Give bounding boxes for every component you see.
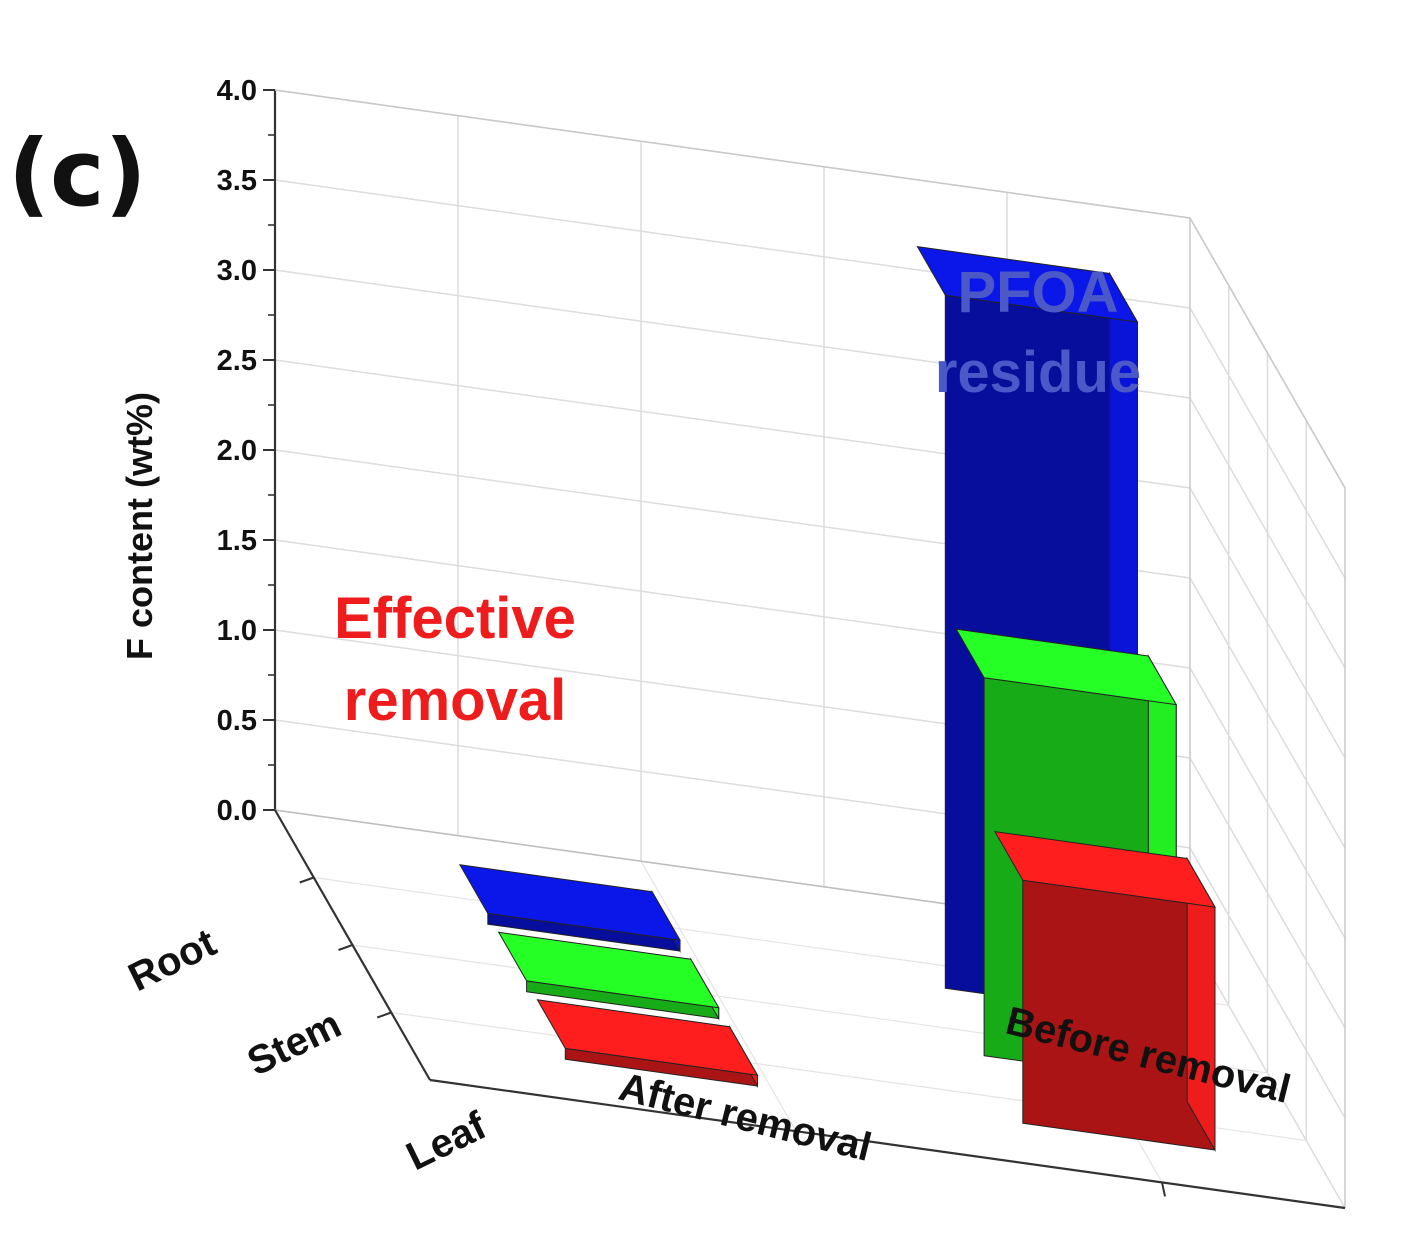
bar-top-face xyxy=(916,245,1139,323)
depth-label-leaf: Leaf xyxy=(400,1103,494,1179)
axes-layer xyxy=(263,89,1346,1210)
floor-gridline xyxy=(640,860,797,1132)
bar-leaf-after-removal xyxy=(536,999,759,1088)
x-tick-mark xyxy=(1161,1182,1166,1197)
bar-leaf-before-removal xyxy=(993,830,1216,1152)
y-tick-label: 4.0 xyxy=(217,75,257,107)
depth-tick-mark xyxy=(299,876,315,884)
x-tick-mark xyxy=(795,1130,800,1146)
bar-top-face xyxy=(458,864,681,941)
bar-top-face xyxy=(955,628,1178,706)
panel-label: (c) xyxy=(8,120,147,227)
depth-tick-mark xyxy=(338,944,353,951)
labels-layer: 0.0 0.5 1.0 1.5 2.0 2.5 3.0 3.5 4.0 xyxy=(217,75,257,827)
y-tick-label: 0.5 xyxy=(217,705,257,737)
annotation-residue-line2: residue xyxy=(935,340,1141,405)
y-tick-label: 0.0 xyxy=(217,795,257,827)
y-tick-label: 1.0 xyxy=(217,615,257,647)
y-tick-label: 3.0 xyxy=(217,255,257,287)
annotation-removal-line1: Effective xyxy=(334,586,576,651)
x-axis-line xyxy=(429,1078,1346,1210)
y-axis-label: F content (wt%) xyxy=(119,392,160,660)
back-wall-top-edge xyxy=(274,89,1191,219)
bar-stem-after-removal xyxy=(497,931,720,1021)
y-tick-label: 3.5 xyxy=(217,165,257,197)
depth-tick-mark xyxy=(376,1011,392,1019)
bars-layer xyxy=(458,245,1216,1152)
bar-top-face xyxy=(536,999,759,1076)
annotation-removal-line2: removal xyxy=(344,668,566,733)
y-tick-label: 1.5 xyxy=(217,525,257,557)
bar-top-face xyxy=(993,830,1216,908)
annotation-residue-line1: PFOA xyxy=(957,260,1118,325)
y-tick-label: 2.5 xyxy=(217,345,257,377)
bar-root-after-removal xyxy=(458,864,681,953)
side-wall-top-edge xyxy=(1189,217,1346,489)
depth-label-root: Root xyxy=(122,921,223,1000)
bar-top-face xyxy=(497,931,720,1009)
y-tick-label: 2.0 xyxy=(217,435,257,467)
depth-label-stem: Stem xyxy=(241,1002,348,1084)
